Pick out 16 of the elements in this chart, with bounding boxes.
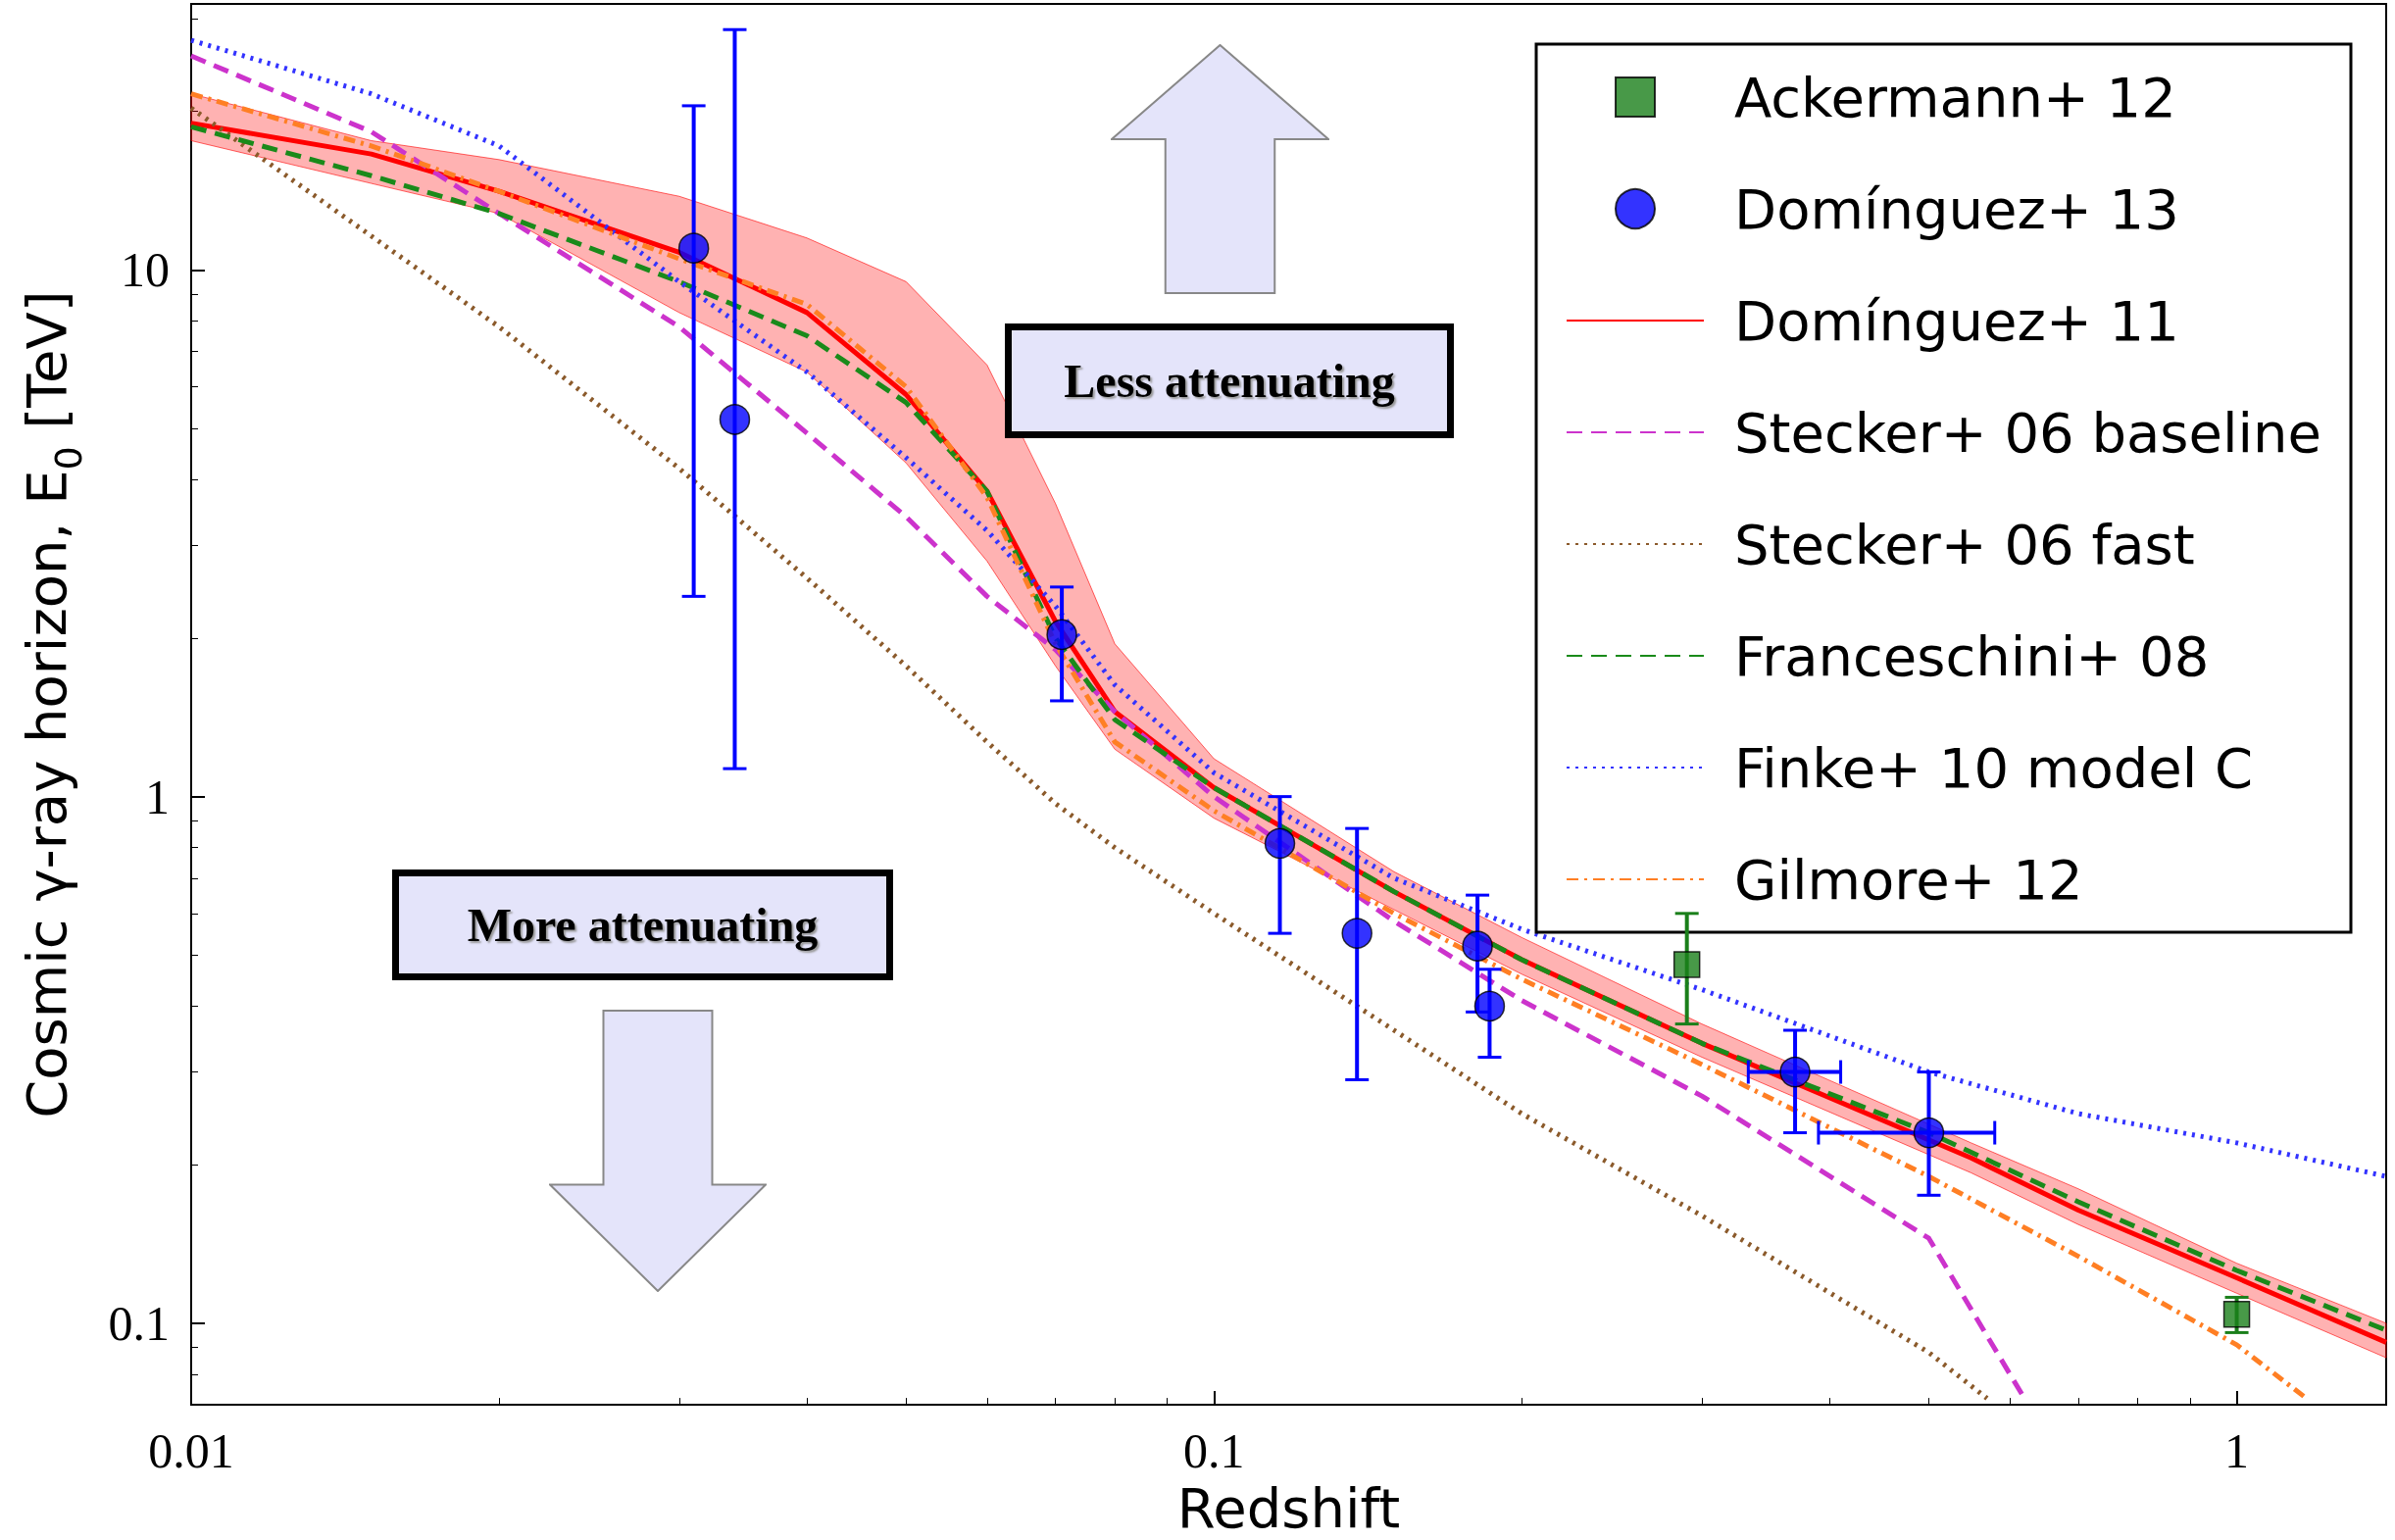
legend-label: Domínguez+ 11 <box>1734 288 2179 353</box>
annotation: More attenuating <box>392 869 893 980</box>
y-tick-label: 10 <box>121 242 170 298</box>
y-tick-label: 0.1 <box>108 1295 170 1351</box>
annotation: Less attenuating <box>1005 323 1454 438</box>
x-tick-label: 1 <box>2224 1423 2250 1479</box>
legend-label: Finke+ 10 model C <box>1734 735 2254 800</box>
legend-label: Stecker+ 06 fast <box>1734 512 2195 576</box>
legend-label: Franceschini+ 08 <box>1734 623 2210 688</box>
legend-label: Ackermann+ 12 <box>1734 65 2176 129</box>
legend-label: Stecker+ 06 baseline <box>1734 400 2322 465</box>
legend-label: Domínguez+ 13 <box>1734 176 2179 241</box>
y-tick-label: 1 <box>145 769 170 824</box>
legend-label: Gilmore+ 12 <box>1734 847 2083 912</box>
x-tick-label: 0.01 <box>148 1423 234 1479</box>
y-axis-title: Cosmic γ-ray horizon, E0 [TeV] <box>14 290 90 1118</box>
